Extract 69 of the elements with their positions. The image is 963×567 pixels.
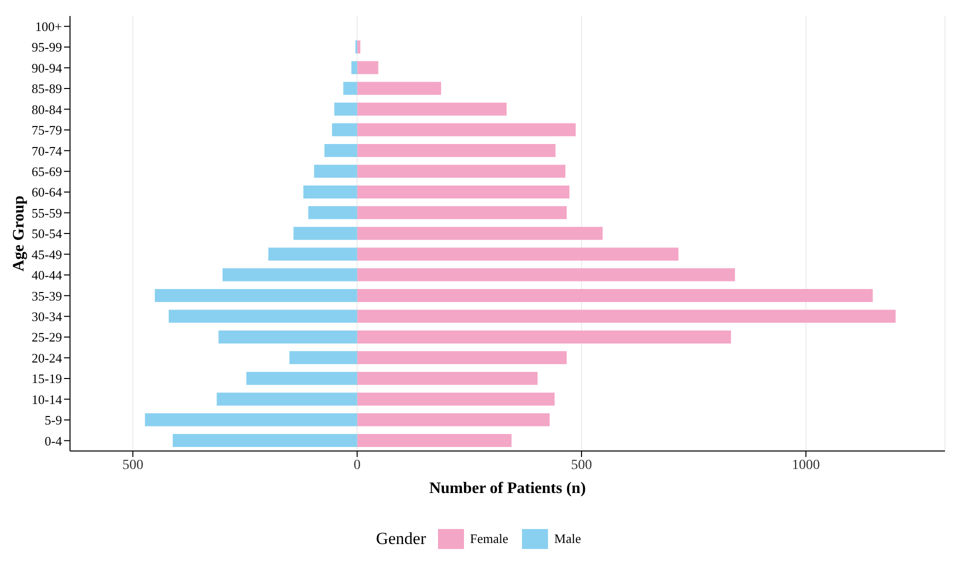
bar <box>357 248 678 261</box>
bar <box>357 310 896 323</box>
bar <box>154 289 358 302</box>
bar <box>222 268 358 282</box>
y-axis-title: Age Group <box>10 196 28 272</box>
bar <box>357 206 567 220</box>
bar <box>216 392 358 406</box>
bar <box>289 351 358 364</box>
bar <box>357 413 550 426</box>
y-tick-label: 90-94 <box>32 60 62 76</box>
y-tick-label: 70-74 <box>32 143 62 158</box>
bar <box>357 268 735 282</box>
y-tick-label: 75-79 <box>32 122 62 138</box>
bar <box>357 226 603 240</box>
y-tick-label: 100+ <box>35 18 62 34</box>
legend-title: Gender <box>376 529 426 549</box>
y-tick-label: 5-9 <box>44 412 62 428</box>
bar <box>357 372 538 385</box>
bar <box>357 164 566 178</box>
bar <box>314 164 358 178</box>
bar <box>246 372 358 385</box>
legend-label: Male <box>554 531 581 547</box>
y-tick-label: 80-84 <box>32 102 62 117</box>
bar <box>168 310 358 323</box>
bar <box>293 226 358 240</box>
y-tick-label: 45-49 <box>32 246 62 262</box>
legend-label: Female <box>470 531 508 547</box>
y-tick-label: 60-64 <box>32 184 62 200</box>
bar <box>351 61 358 74</box>
bar <box>332 123 358 136</box>
bar <box>357 144 556 158</box>
y-tick-label: 0-4 <box>44 433 62 448</box>
bar <box>357 61 378 74</box>
bar <box>172 434 358 448</box>
bar <box>144 413 358 426</box>
bar <box>357 82 442 95</box>
y-tick-label: 30-34 <box>32 308 62 324</box>
bar <box>324 144 358 158</box>
y-tick-label: 20-24 <box>32 350 62 366</box>
bar <box>303 185 358 198</box>
bar <box>268 248 358 261</box>
y-tick-label: 65-69 <box>32 164 62 179</box>
bar <box>357 289 873 302</box>
bar <box>357 185 570 198</box>
bar <box>343 82 358 95</box>
y-tick-label: 15-19 <box>32 371 62 386</box>
y-tick-label: 85-89 <box>32 81 62 96</box>
bar <box>357 40 360 54</box>
x-tick-label: 500 <box>122 458 144 473</box>
y-tick-label: 95-99 <box>32 40 62 55</box>
y-tick-label: 50-54 <box>32 226 62 242</box>
bar <box>357 392 555 406</box>
x-axis-title: Number of Patients (n) <box>429 480 586 497</box>
bar <box>308 206 358 220</box>
bar <box>357 123 576 136</box>
x-tick-label: 1000 <box>792 458 820 473</box>
bar <box>357 434 512 448</box>
x-tick-label: 0 <box>354 458 361 473</box>
x-tick-label: 500 <box>571 458 592 473</box>
y-tick-label: 35-39 <box>32 288 62 304</box>
bar <box>357 102 507 116</box>
bar <box>357 330 731 344</box>
bar <box>357 351 567 364</box>
y-tick-label: 25-29 <box>32 330 62 345</box>
y-tick-label: 40-44 <box>32 268 62 283</box>
y-tick-label: 10-14 <box>32 392 62 407</box>
bar <box>218 330 358 344</box>
bar <box>334 102 358 116</box>
y-tick-label: 55-59 <box>32 205 62 220</box>
